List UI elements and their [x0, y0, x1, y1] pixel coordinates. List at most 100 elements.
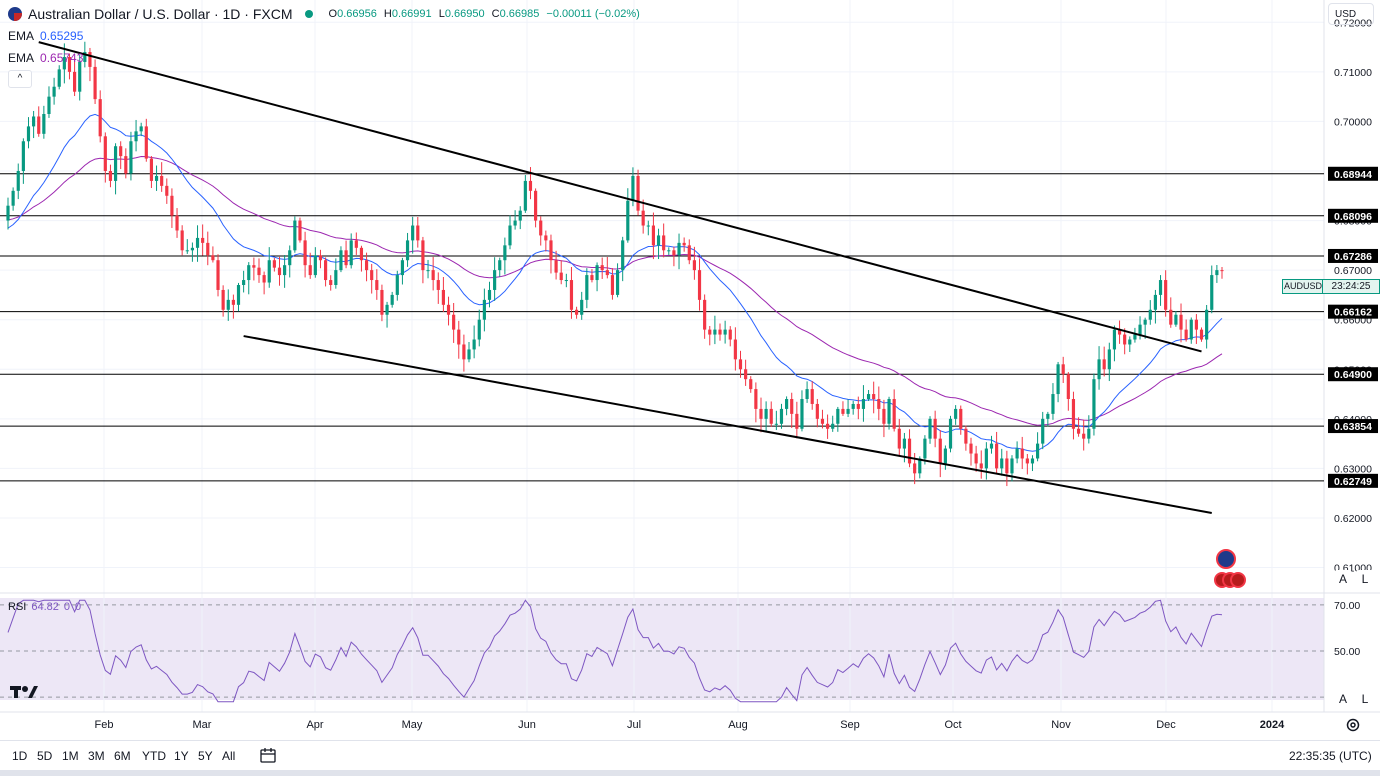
candle-body [697, 270, 702, 300]
level-price-tag [1328, 473, 1378, 488]
rsi-legend[interactable]: RSI 64.82 0 0 [8, 601, 82, 613]
range-button-ytd[interactable]: YTD [142, 749, 166, 763]
range-button-1y[interactable]: 1Y [174, 749, 189, 763]
settings-gear-icon[interactable] [1344, 716, 1362, 734]
candle-body [344, 250, 348, 266]
candle-body [26, 126, 31, 142]
price-tick-label: 0.71000 [1334, 67, 1372, 79]
candle-body [1164, 280, 1168, 310]
rsi-level-label: 70.00 [1334, 600, 1360, 612]
calendar-goto-icon[interactable] [258, 745, 278, 765]
candle-body [769, 408, 773, 424]
candle-body [969, 443, 973, 454]
candle-body [877, 399, 881, 409]
collapse-legend-button[interactable]: ^ [8, 70, 32, 88]
candle-body [861, 399, 866, 409]
candle-body [411, 225, 415, 241]
candle-body [493, 270, 497, 290]
time-axis-label: Feb [95, 719, 114, 731]
level-price-label: 0.68096 [1334, 211, 1372, 223]
candle-body [605, 270, 609, 276]
us-events-icon[interactable] [1214, 572, 1250, 588]
candle-body [708, 329, 712, 335]
log-scale-button[interactable]: L [1356, 570, 1374, 588]
tradingview-logo[interactable] [10, 684, 38, 705]
candle-body [52, 86, 56, 97]
candle-body [175, 215, 179, 231]
candle-body [93, 66, 97, 100]
candle-body [610, 275, 615, 295]
candle-body [1143, 319, 1147, 325]
candle-body [395, 275, 399, 295]
rsi-log-scale-button[interactable]: L [1356, 690, 1374, 708]
candle-body [795, 413, 799, 429]
bottom-toolbar: 1D 5D 1M 3M 6M YTD 1Y 5Y All 22:35:35 (UTC) [0, 740, 1380, 771]
candle-body [1174, 314, 1178, 325]
candle-body [564, 280, 568, 282]
candle-body [1030, 458, 1035, 464]
candle-body [902, 438, 907, 449]
candle-body [754, 389, 758, 409]
candle-body [656, 235, 661, 246]
candle-body [825, 423, 830, 429]
candle-body [544, 235, 548, 241]
candle-body [764, 408, 768, 419]
candle-body [416, 225, 420, 241]
range-button-3m[interactable]: 3M [88, 749, 105, 763]
candle-body [918, 458, 922, 474]
candle-body [144, 126, 148, 159]
candle-body [283, 265, 287, 276]
candle-body [651, 225, 656, 246]
range-button-1d[interactable]: 1D [12, 749, 28, 763]
ema-slow-line [7, 155, 1223, 426]
candle-body [600, 265, 604, 271]
utc-clock[interactable]: 22:35:35 (UTC) [1289, 749, 1372, 763]
candle-body [913, 463, 917, 474]
candle-body [1066, 374, 1070, 399]
level-price-label: 0.62749 [1334, 476, 1372, 488]
currency-selector[interactable]: USD [1328, 3, 1374, 25]
range-button-5y[interactable]: 5Y [198, 749, 213, 763]
candle-body [313, 255, 317, 276]
candle-body [472, 339, 476, 350]
candle-body [733, 339, 737, 360]
candle-body [574, 309, 579, 315]
candle-body [267, 260, 271, 283]
candle-body [964, 428, 968, 444]
candle-body [1138, 324, 1142, 335]
ema-slow-legend[interactable]: EMA 0.65743 [8, 51, 84, 65]
candle-body [1061, 364, 1065, 375]
candle-body [1123, 334, 1127, 345]
candle-body [836, 408, 840, 424]
candle-body [723, 329, 727, 335]
candle-body [462, 344, 466, 360]
candle-body [1199, 329, 1204, 340]
range-button-6m[interactable]: 6M [114, 749, 131, 763]
candle-body [390, 294, 394, 305]
rsi-auto-scale-button[interactable]: A [1334, 690, 1352, 708]
candle-body [790, 399, 794, 414]
level-price-tag [1328, 166, 1378, 181]
trend-channel-upper-line [38, 41, 1202, 353]
candle-body [42, 114, 46, 134]
au-flag-icon [8, 7, 22, 21]
candle-body [78, 61, 82, 92]
candle-body [1117, 329, 1122, 335]
auto-scale-button[interactable]: A [1334, 570, 1352, 588]
candle-body [1133, 334, 1137, 340]
ema-fast-legend[interactable]: EMA 0.65295 [8, 29, 84, 43]
symbol-title[interactable]: Australian Dollar / U.S. Dollar · 1D · F… [28, 6, 293, 22]
range-button-5d[interactable]: 5D [37, 749, 53, 763]
au-event-icon[interactable] [1216, 549, 1236, 569]
candle-body [139, 126, 143, 132]
ohlc-values: O0.66956 H0.66991 L0.66950 C0.66985 −0.0… [328, 8, 640, 20]
candle-body [11, 190, 15, 206]
candle-body [692, 260, 696, 271]
bottom-scrollbar[interactable] [0, 770, 1380, 776]
range-button-1m[interactable]: 1M [62, 749, 79, 763]
candle-body [446, 304, 451, 315]
candle-body [400, 260, 405, 276]
candle-body [1102, 359, 1106, 370]
range-button-all[interactable]: All [222, 749, 236, 763]
